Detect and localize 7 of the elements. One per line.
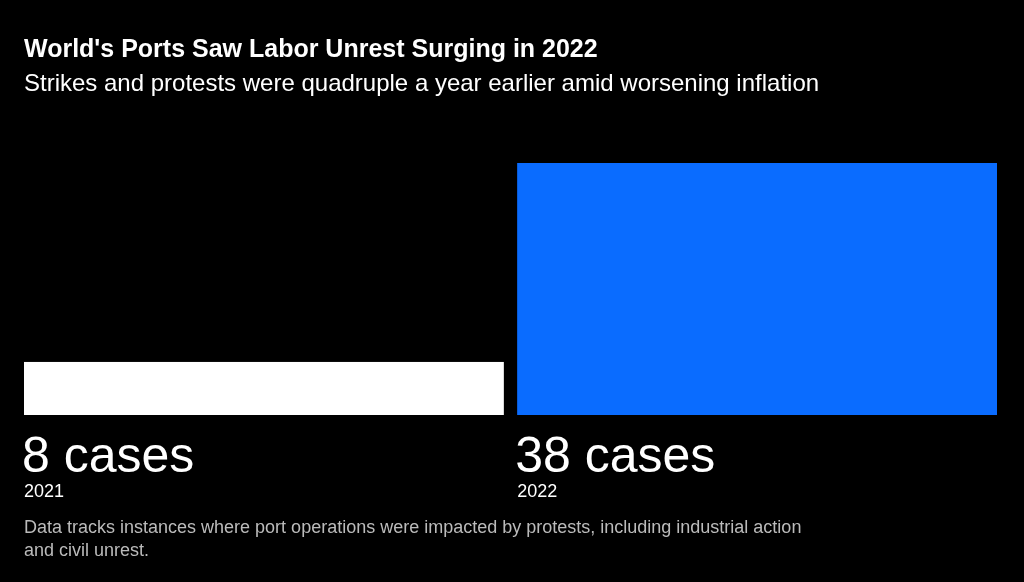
chart-subtitle: Strikes and protests were quadruple a year earlier amid worsening inflation: [24, 69, 820, 96]
x-tick-label: 2021: [24, 481, 65, 501]
data-label: 8 cases: [22, 427, 195, 483]
x-tick-label: 2022: [517, 481, 558, 501]
chart-title: World's Ports Saw Labor Unrest Surging in 2022: [24, 34, 598, 62]
text: Data tracks instances where port operations were impacted by protests, including industrial action and civil unrest.: [24, 517, 802, 560]
data-label: 38 cases: [515, 427, 716, 483]
